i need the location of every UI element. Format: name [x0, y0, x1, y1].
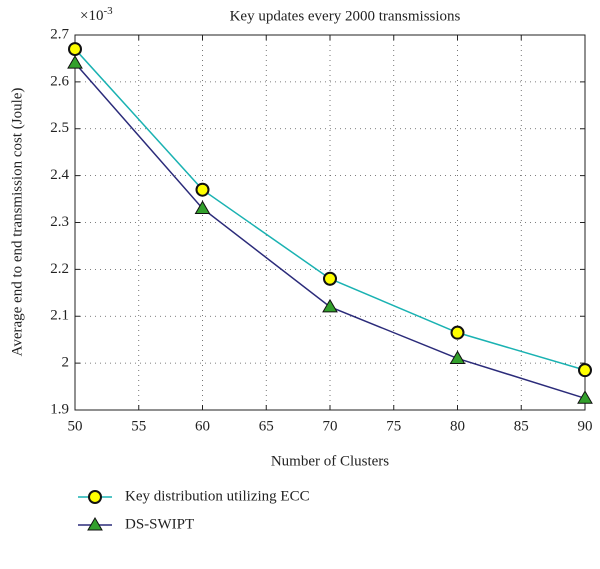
- y-tick-label: 1.9: [50, 401, 69, 417]
- legend-label: Key distribution utilizing ECC: [125, 488, 310, 504]
- marker: [322, 298, 338, 313]
- y-tick-label: 2.7: [50, 26, 69, 42]
- marker: [323, 271, 337, 286]
- x-tick-label: 70: [323, 418, 338, 434]
- marker: [450, 325, 465, 340]
- multiplier-exponent: -3: [103, 5, 113, 17]
- plot-frame: [74, 34, 586, 411]
- chart-title: Key updates every 2000 transmissions: [230, 8, 461, 24]
- axis-multiplier: ×10-3: [80, 5, 113, 25]
- legend-label: DS-SWIPT: [125, 516, 194, 532]
- y-tick-label: 2.6: [50, 73, 69, 89]
- y-tick-label: 2.2: [50, 261, 69, 277]
- x-tick-label: 75: [386, 418, 401, 434]
- y-tick-label: 2: [62, 355, 70, 371]
- marker: [577, 390, 593, 404]
- marker: [67, 55, 83, 69]
- y-tick-label: 2.4: [50, 167, 69, 183]
- x-tick-label: 80: [450, 418, 465, 434]
- marker: [578, 363, 592, 378]
- marker: [194, 200, 211, 214]
- x-tick-label: 85: [514, 418, 529, 434]
- x-axis-label: Number of Clusters: [271, 453, 389, 469]
- multiplier-base: ×10: [80, 8, 103, 24]
- legend-marker: [88, 490, 102, 504]
- y-tick-label: 2.1: [50, 308, 69, 324]
- y-tick-label: 2.3: [50, 214, 69, 230]
- x-tick-label: 65: [259, 418, 274, 434]
- y-tick-label: 2.5: [50, 120, 69, 136]
- marker: [68, 42, 82, 57]
- x-tick-label: 55: [131, 418, 146, 434]
- marker: [195, 182, 210, 197]
- x-tick-label: 60: [195, 418, 210, 434]
- x-tick-label: 90: [578, 418, 593, 434]
- y-axis-label: Average end to end transmission cost (Jo…: [9, 88, 25, 357]
- marker: [449, 350, 466, 364]
- legend-marker: [87, 517, 103, 531]
- x-tick-label: 50: [68, 418, 83, 434]
- series-line: [74, 48, 586, 371]
